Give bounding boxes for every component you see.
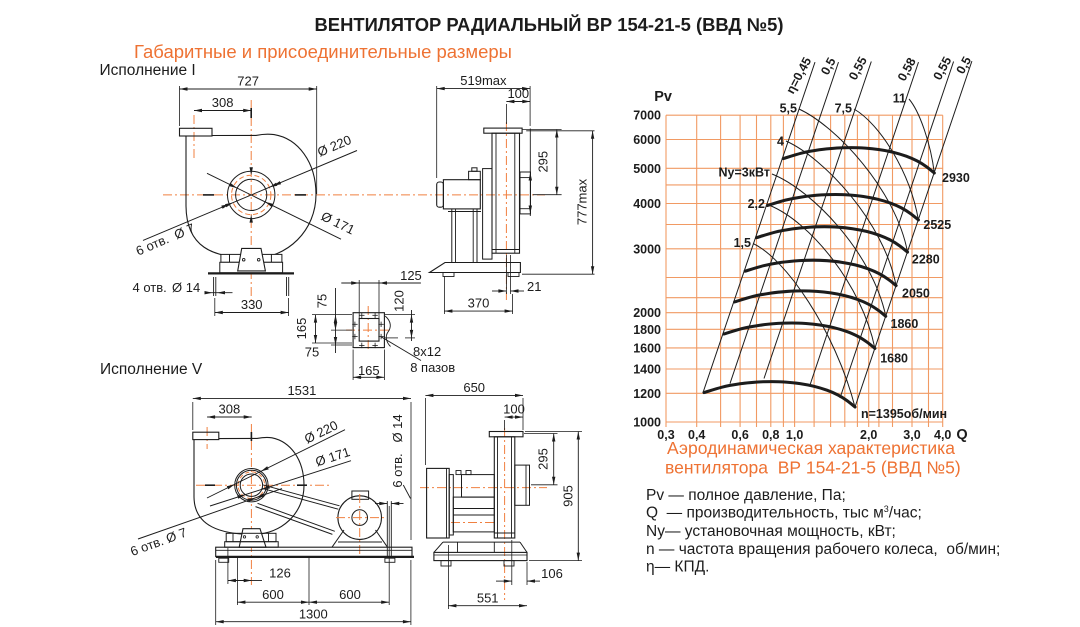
svg-text:120: 120 — [392, 290, 407, 312]
svg-text:2,2: 2,2 — [748, 197, 765, 211]
svg-text:551: 551 — [477, 590, 499, 605]
svg-text:2,0: 2,0 — [860, 428, 877, 442]
svg-text:1800: 1800 — [633, 323, 661, 337]
svg-text:7000: 7000 — [633, 109, 661, 123]
svg-text:1000: 1000 — [633, 416, 661, 430]
svg-text:126: 126 — [269, 566, 291, 581]
svg-text:Исполнение V: Исполнение V — [100, 361, 203, 378]
svg-text:n=1395об/мин: n=1395об/мин — [861, 407, 947, 421]
svg-text:1,5: 1,5 — [734, 236, 751, 250]
svg-text:165: 165 — [294, 318, 309, 340]
svg-text:1531: 1531 — [287, 383, 316, 398]
svg-text:0,6: 0,6 — [731, 428, 748, 442]
svg-text:4: 4 — [777, 135, 784, 149]
svg-text:600: 600 — [339, 587, 361, 602]
svg-text:Ø 14: Ø 14 — [172, 280, 200, 295]
svg-text:1680: 1680 — [880, 352, 908, 366]
svg-text:n — частота вращения рабочего: n — частота вращения рабочего колеса, об… — [646, 541, 1000, 558]
svg-text:3,0: 3,0 — [903, 428, 920, 442]
svg-text:1300: 1300 — [299, 607, 328, 622]
svg-text:1860: 1860 — [891, 317, 919, 331]
svg-text:0,3: 0,3 — [657, 428, 674, 442]
svg-text:330: 330 — [241, 297, 263, 312]
svg-text:7,5: 7,5 — [835, 102, 852, 116]
svg-text:777max: 777max — [575, 178, 590, 225]
svg-text:295: 295 — [536, 448, 551, 470]
svg-text:308: 308 — [219, 402, 241, 417]
svg-text:75: 75 — [305, 345, 319, 360]
svg-text:308: 308 — [212, 95, 234, 110]
svg-text:106: 106 — [541, 566, 563, 581]
svg-text:Габаритные и присоединительные: Габаритные и присоединительные размеры — [134, 41, 512, 62]
svg-text:4 отв.: 4 отв. — [133, 280, 167, 295]
svg-text:Q — производительность, тыс м: Q — производительность, тыс м3/час; — [646, 504, 922, 522]
svg-text:0,8: 0,8 — [762, 428, 779, 442]
svg-text:295: 295 — [536, 151, 551, 173]
svg-text:1400: 1400 — [633, 363, 661, 377]
svg-text:Pv — полное давление, Па;: Pv — полное давление, Па; — [646, 487, 846, 504]
svg-text:1200: 1200 — [633, 387, 661, 401]
svg-text:6000: 6000 — [633, 133, 661, 147]
svg-text:Ny=3кВт: Ny=3кВт — [719, 166, 770, 180]
svg-text:6 отв. Ø 14: 6 отв. Ø 14 — [390, 414, 405, 487]
svg-text:η— КПД.: η— КПД. — [646, 559, 709, 576]
svg-text:2930: 2930 — [942, 171, 970, 185]
svg-text:165: 165 — [358, 363, 380, 378]
svg-text:Q: Q — [956, 427, 967, 443]
svg-text:100: 100 — [503, 402, 525, 417]
svg-text:8 пазов: 8 пазов — [410, 360, 455, 375]
svg-text:21: 21 — [527, 279, 541, 294]
svg-text:2000: 2000 — [633, 306, 661, 320]
svg-text:600: 600 — [262, 587, 284, 602]
svg-text:125: 125 — [400, 268, 422, 283]
svg-text:Pv: Pv — [654, 89, 672, 105]
svg-text:75: 75 — [315, 294, 330, 308]
svg-text:Исполнение I: Исполнение I — [100, 62, 196, 79]
svg-text:Аэродинамическая характеристик: Аэродинамическая характеристика — [667, 438, 955, 458]
svg-text:905: 905 — [560, 485, 575, 507]
svg-text:0,4: 0,4 — [688, 428, 705, 442]
svg-text:5,5: 5,5 — [780, 102, 797, 116]
svg-text:100: 100 — [507, 86, 529, 101]
svg-text:вентилятора ВР 154-21-5 (ВВД: вентилятора ВР 154-21-5 (ВВД №5) — [665, 458, 961, 478]
svg-text:3000: 3000 — [633, 242, 661, 256]
svg-text:727: 727 — [237, 74, 259, 89]
svg-text:370: 370 — [468, 296, 490, 311]
svg-text:11: 11 — [893, 92, 906, 106]
svg-text:519max: 519max — [460, 73, 507, 88]
svg-text:4000: 4000 — [633, 197, 661, 211]
svg-text:8x12: 8x12 — [413, 344, 441, 359]
svg-text:ВЕНТИЛЯТОР РАДИАЛЬНЫЙ ВР 154-2: ВЕНТИЛЯТОР РАДИАЛЬНЫЙ ВР 154-21-5 (ВВД №… — [315, 14, 784, 35]
svg-text:4,0: 4,0 — [934, 428, 951, 442]
svg-text:650: 650 — [463, 380, 485, 395]
svg-text:2050: 2050 — [902, 287, 930, 301]
svg-text:2280: 2280 — [912, 253, 940, 267]
svg-text:2525: 2525 — [923, 218, 951, 232]
svg-text:5000: 5000 — [633, 162, 661, 176]
svg-text:Ny— установочная мощность, кВт: Ny— установочная мощность, кВт; — [646, 523, 896, 540]
svg-text:1600: 1600 — [633, 341, 661, 355]
svg-text:1,0: 1,0 — [786, 428, 803, 442]
